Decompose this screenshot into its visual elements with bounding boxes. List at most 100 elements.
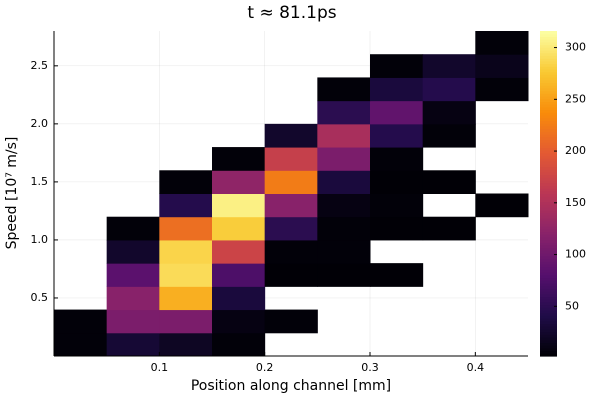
heatmap-cell [422, 77, 476, 102]
colorbar-segment [540, 163, 557, 168]
colorbar-segment [540, 266, 557, 270]
colorbar-segment [540, 239, 557, 243]
colorbar-segment [540, 44, 557, 48]
colorbar-segment [540, 301, 557, 306]
heatmap-cell [106, 309, 160, 334]
colorbar-segment [540, 258, 557, 262]
x-tick-label: 0.2 [256, 361, 274, 374]
heatmap-cell [212, 147, 266, 171]
colorbar-segment [540, 255, 557, 260]
heatmap-cell [264, 239, 318, 264]
y-axis-label: Speed [10⁷ m/s] [4, 137, 20, 250]
heatmap-cell [317, 239, 371, 264]
colorbar-segment [540, 101, 557, 105]
colorbar-segment [540, 253, 557, 257]
heatmap-cell [264, 170, 318, 194]
heatmap-cell [212, 263, 266, 287]
heatmap-cell [475, 54, 529, 78]
colorbar-segment [540, 82, 557, 86]
y-tick-label: 2.5 [31, 59, 49, 72]
heatmap-cell [159, 170, 213, 194]
heatmap-cell [422, 100, 476, 125]
colorbar-segment [540, 41, 557, 46]
colorbar-segment [540, 49, 557, 54]
colorbar-segment [540, 182, 557, 186]
colorbar-segment [540, 39, 557, 43]
colorbar-segment [540, 277, 557, 281]
colorbar-segment [540, 228, 557, 233]
heatmap-cell [159, 239, 213, 264]
colorbar-segment [540, 85, 557, 89]
colorbar-segment [540, 158, 557, 162]
heatmap-cell [317, 100, 371, 125]
colorbar-segment [540, 196, 557, 200]
colorbar-segment [540, 220, 557, 224]
colorbar-segment [540, 58, 557, 62]
colorbar-segment [540, 125, 557, 130]
heatmap-cell [106, 332, 160, 357]
colorbar-segment [540, 128, 557, 132]
colorbar-segment [540, 109, 557, 113]
heatmap-cell [264, 216, 318, 241]
colorbar-segment [540, 236, 557, 241]
heatmap-cell [159, 216, 213, 241]
x-axis-label: Position along channel [mm] [191, 378, 391, 394]
colorbar-segment [540, 63, 557, 67]
colorbar-segment [540, 282, 557, 287]
colorbar-segment [540, 347, 557, 352]
colorbar-segment [540, 71, 557, 75]
y-tick-label: 0.5 [31, 291, 49, 304]
heatmap-cell [370, 170, 424, 194]
heatmap-cell [475, 31, 529, 55]
colorbar-segment [540, 244, 557, 249]
heatmap-cell [106, 239, 160, 264]
colorbar-segment [540, 231, 557, 235]
colorbar-segment [540, 188, 557, 192]
colorbar-segment [540, 142, 557, 146]
colorbar-segment [540, 133, 557, 138]
colorbar-segment [540, 342, 557, 346]
colorbar-segment [540, 171, 557, 176]
colorbar-segment [540, 334, 557, 338]
y-tick-label: 1.0 [31, 233, 49, 246]
colorbar-segment [540, 312, 557, 316]
heatmap-cell [317, 170, 371, 194]
heatmap-cell [106, 216, 160, 241]
colorbar-segment [540, 123, 557, 127]
colorbar-segment [540, 52, 557, 56]
colorbar-segment [540, 79, 557, 84]
heatmap-cell [264, 263, 318, 287]
heatmap-cell [159, 193, 213, 218]
colorbar-segment [540, 272, 557, 276]
colorbar-tick-label: 200 [565, 144, 586, 157]
colorbar-segment [540, 174, 557, 178]
colorbar-tick-label: 300 [565, 41, 586, 54]
colorbar-segment [540, 131, 557, 135]
colorbar-segment [540, 104, 557, 108]
colorbar-tick-label: 100 [565, 248, 586, 261]
heatmap-cell [317, 263, 371, 287]
heatmap-cell [370, 147, 424, 171]
heatmap-cell [317, 147, 371, 171]
colorbar-segment [540, 96, 557, 100]
heatmap-cell [475, 193, 529, 218]
colorbar-segment [540, 169, 557, 173]
colorbar-segment [540, 215, 557, 219]
heatmap-cell [54, 309, 108, 334]
colorbar-segment [540, 285, 557, 289]
colorbar-segment [540, 179, 557, 184]
heatmap-cell [264, 193, 318, 218]
colorbar-segment [540, 274, 557, 279]
heatmap-cell [370, 123, 424, 148]
heatmap-cell [317, 193, 371, 218]
heatmap-cell [212, 216, 266, 241]
colorbar-segment [540, 161, 557, 165]
heatmap-cell [317, 216, 371, 241]
colorbar-segment [540, 117, 557, 121]
colorbar-segment [540, 318, 557, 322]
colorbar-segment [540, 280, 557, 284]
colorbar-segment [540, 147, 557, 151]
colorbar-segment [540, 353, 557, 357]
colorbar-segment [540, 315, 557, 319]
